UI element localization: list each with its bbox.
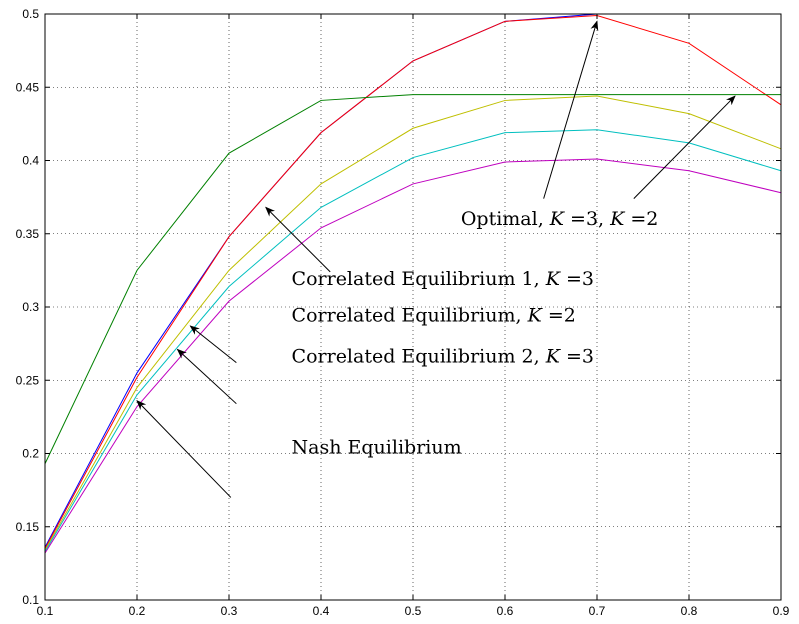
annotation-label: Correlated Equilibrium 1, K =3 — [292, 268, 594, 290]
x-tick-label: 0.4 — [313, 604, 330, 618]
series-line-4 — [44, 95, 782, 551]
x-tick-label: 0.7 — [589, 604, 606, 618]
annotations: Optimal, K =3, K =2 Correlated Equilibriu… — [136, 20, 736, 498]
x-tick-label: 0.3 — [221, 604, 238, 618]
y-tick-label: 0.15 — [16, 520, 40, 534]
series-line-3 — [44, 94, 781, 464]
x-tick-label: 0.6 — [497, 604, 514, 618]
series-line-2 — [44, 14, 782, 549]
x-tick-label: 0.5 — [405, 604, 422, 618]
x-tick-label: 0.1 — [37, 604, 54, 618]
annotation-label: Nash Equilibrium — [292, 437, 462, 459]
annotation-arrow — [543, 20, 599, 199]
grid — [45, 14, 781, 600]
y-tick-label: 0.35 — [16, 227, 40, 241]
annotation-arrow — [633, 95, 736, 199]
y-tick-label: 0.3 — [22, 300, 39, 314]
annotation-label: Correlated Equilibrium, K =2 — [292, 305, 576, 327]
y-tick-label: 0.5 — [22, 7, 39, 21]
y-tick-label: 0.25 — [16, 373, 40, 387]
series-line-6 — [44, 158, 782, 554]
annotation-label: Optimal, K =3, K =2 — [461, 208, 659, 230]
axis-ticks: 0.1 0.2 0.3 0.4 0.5 0.6 0.7 0.8 0.9 0.1 0.15 0.2 0.2… — [16, 7, 790, 618]
y-tick-label: 0.45 — [16, 80, 40, 94]
x-tick-label: 0.8 — [681, 604, 698, 618]
annotation-arrow — [136, 400, 232, 498]
y-tick-label: 0.2 — [22, 447, 39, 461]
series-line-5 — [44, 129, 782, 552]
x-tick-label: 0.2 — [129, 604, 146, 618]
annotation-arrow — [176, 348, 237, 405]
annotation-arrow — [265, 206, 331, 273]
annotation-arrow — [189, 325, 237, 364]
y-tick-label: 0.1 — [22, 593, 39, 607]
y-tick-label: 0.4 — [22, 154, 39, 168]
x-tick-label: 0.9 — [773, 604, 790, 618]
annotation-label: Correlated Equilibrium 2, K =3 — [292, 346, 594, 368]
